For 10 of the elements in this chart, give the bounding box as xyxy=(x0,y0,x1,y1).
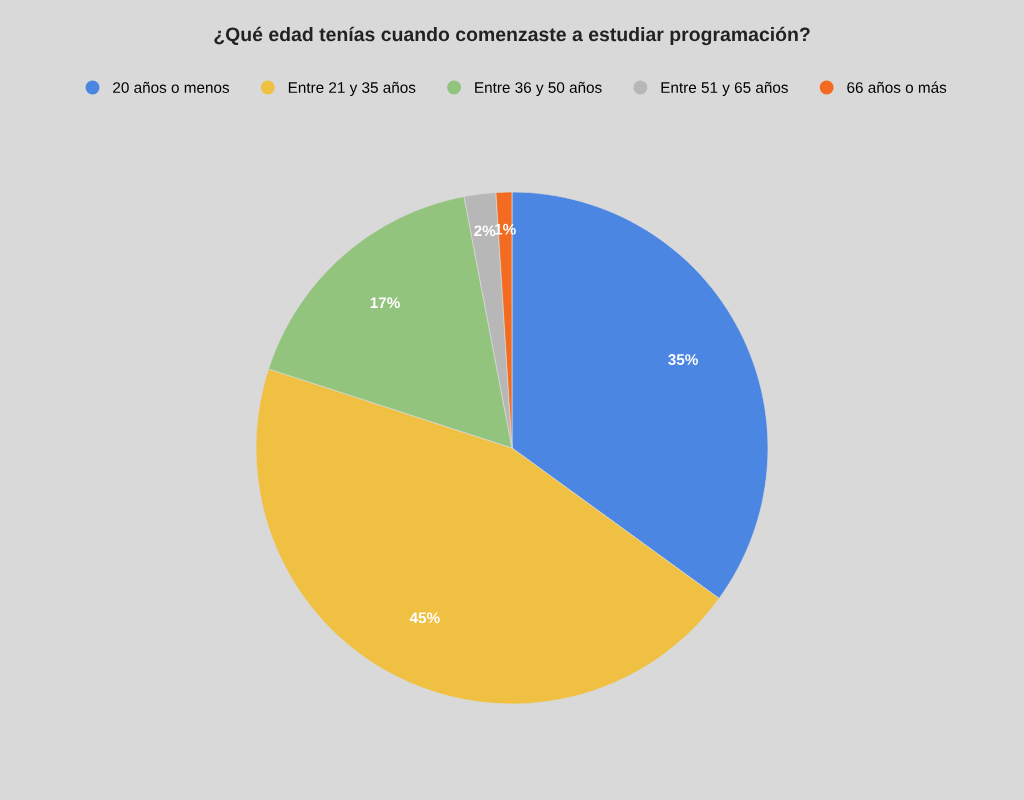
data-label: 45% xyxy=(409,612,440,624)
legend-label: 20 años o menos xyxy=(113,81,230,93)
chart-title: ¿Qué edad tenías cuando comenzaste a estudiar programación? xyxy=(214,26,810,46)
data-label: 35% xyxy=(668,354,698,365)
data-label: 17% xyxy=(370,297,400,309)
legend-label: 66 años o más xyxy=(847,81,947,93)
legend-label: Entre 51 y 65 años xyxy=(661,81,788,96)
data-label: 2% xyxy=(474,225,496,237)
legend-label: Entre 21 y 35 años xyxy=(288,81,416,96)
legend-label: Entre 36 y 50 años xyxy=(475,81,602,96)
